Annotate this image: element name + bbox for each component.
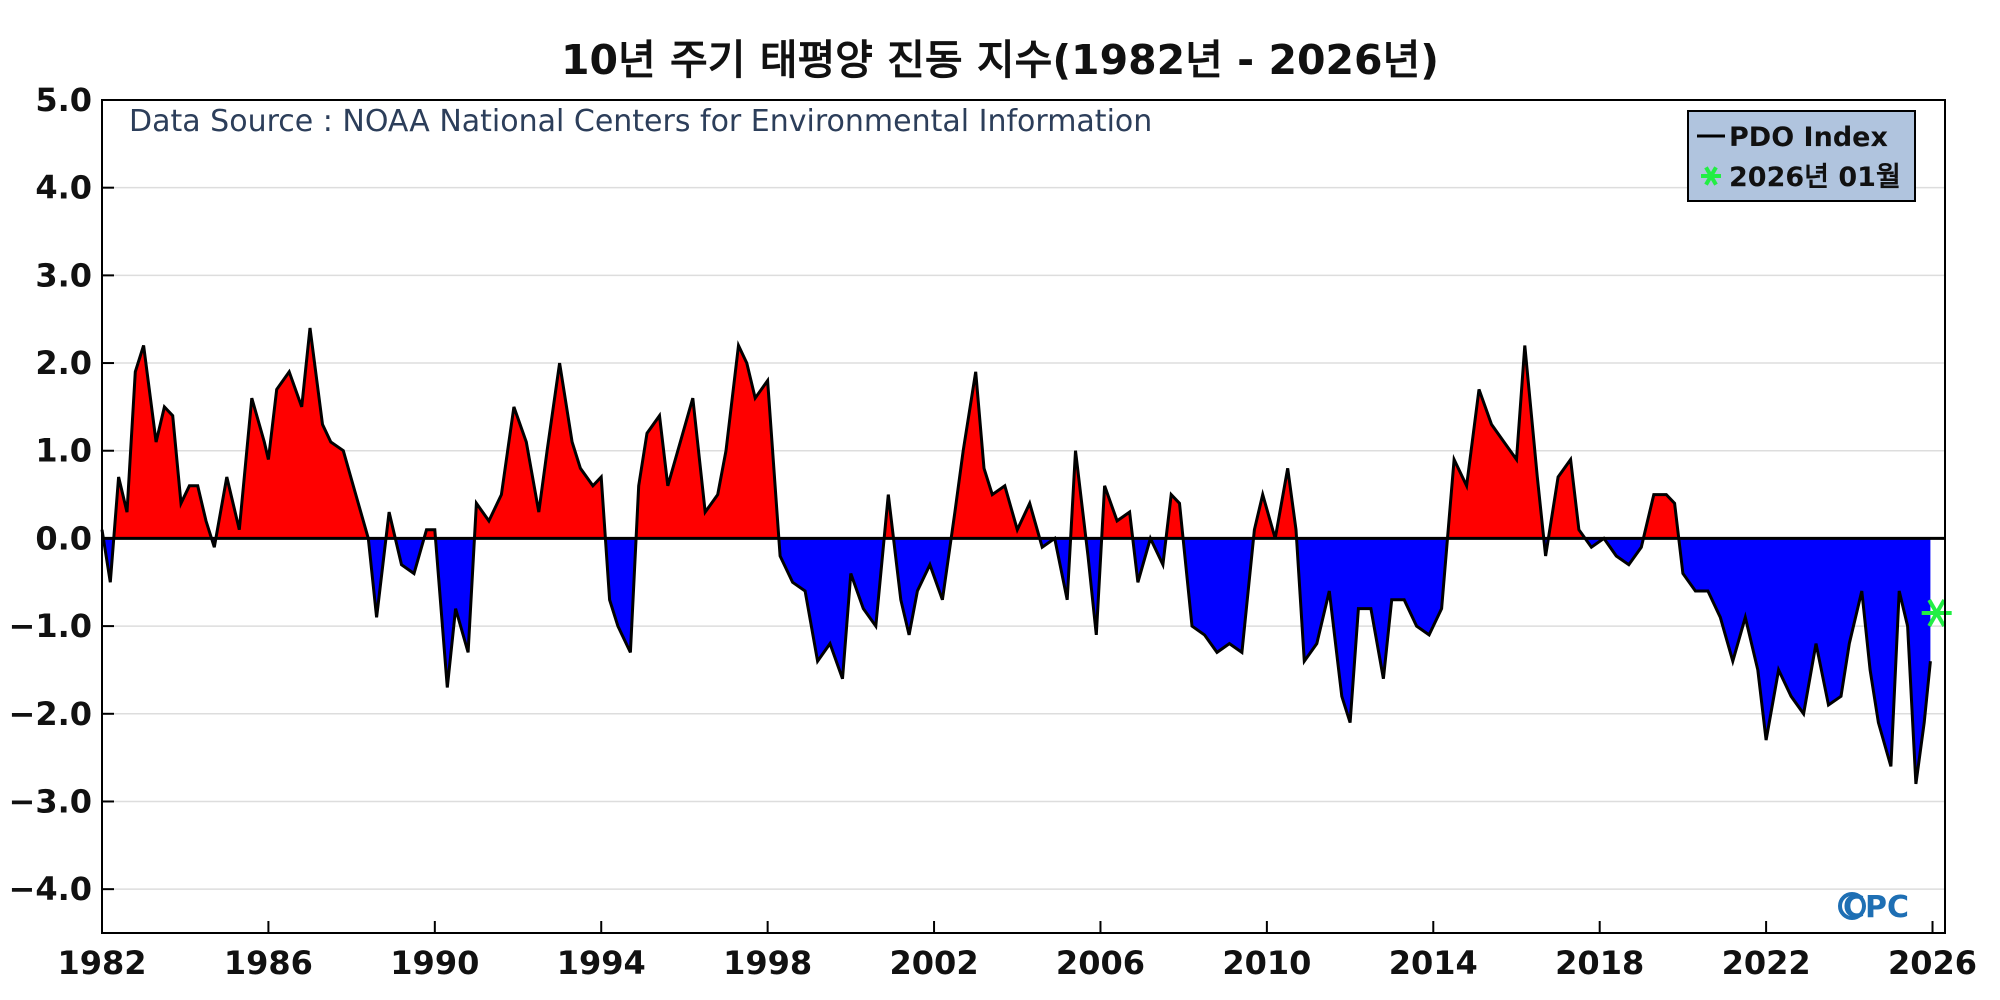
x-tick-label: 2022 bbox=[1722, 944, 1811, 982]
legend-star bbox=[1701, 166, 1721, 186]
legend-box bbox=[1687, 110, 1916, 202]
plot-frame bbox=[101, 99, 1946, 934]
x-tick-label: 1986 bbox=[224, 944, 313, 982]
x-tick-label: 2002 bbox=[890, 944, 979, 982]
y-tick-label: 3.0 bbox=[35, 256, 92, 294]
y-axis: 5.0 4.0 3.0 2.0 1.0 0.0 −1.0 −2.0 −3.0 −4.0 bbox=[9, 81, 114, 908]
positive-area bbox=[102, 328, 1931, 539]
grid-lines bbox=[102, 186, 1945, 890]
x-axis: 1982 1986 1990 1994 1998 2002 2006 2010 2014 2018… bbox=[57, 921, 1977, 982]
marker-layer bbox=[1921, 598, 1952, 627]
y-tick-label: 0.0 bbox=[35, 519, 92, 557]
y-tick-label: 5.0 bbox=[35, 81, 92, 119]
x-tick-label: 2026 bbox=[1888, 944, 1977, 982]
x-tick-label: 2010 bbox=[1222, 944, 1311, 982]
cpc-logo-emblem bbox=[1838, 892, 1866, 920]
y-tick-label: −3.0 bbox=[9, 782, 93, 820]
x-tick-label: 2018 bbox=[1555, 944, 1644, 982]
cpc-logo: CPC bbox=[1838, 890, 1909, 925]
chart-title: 10년 주기 태평양 진동 지수(1982년 - 2026년) bbox=[560, 36, 1440, 84]
x-tick-label: 1998 bbox=[723, 944, 812, 982]
y-tick-label: 2.0 bbox=[35, 344, 92, 382]
legend: PDO Index 2026년 01월 bbox=[1687, 110, 1916, 202]
legend-marker-swatch bbox=[1701, 166, 1721, 186]
x-tick-label: 2014 bbox=[1389, 944, 1478, 982]
y-tick-label: −2.0 bbox=[9, 695, 93, 733]
x-tick-label: 2006 bbox=[1056, 944, 1145, 982]
source-note: Data Source : NOAA National Centers for … bbox=[129, 104, 1152, 139]
negative-area bbox=[103, 538, 1931, 784]
y-tick-label: 4.0 bbox=[35, 169, 92, 207]
legend-label-marker: 2026년 01월 bbox=[1729, 162, 1901, 193]
y-tick-label: −1.0 bbox=[9, 607, 93, 645]
legend-label-pdo: PDO Index bbox=[1729, 122, 1888, 153]
x-tick-label: 1994 bbox=[557, 944, 646, 982]
x-tick-label: 1982 bbox=[57, 944, 146, 982]
marker-2026-01 bbox=[1921, 598, 1952, 627]
y-tick-label: −4.0 bbox=[9, 870, 93, 908]
y-tick-label: 1.0 bbox=[35, 432, 92, 470]
x-tick-label: 1990 bbox=[390, 944, 479, 982]
pdo-index-line bbox=[100, 327, 1932, 785]
